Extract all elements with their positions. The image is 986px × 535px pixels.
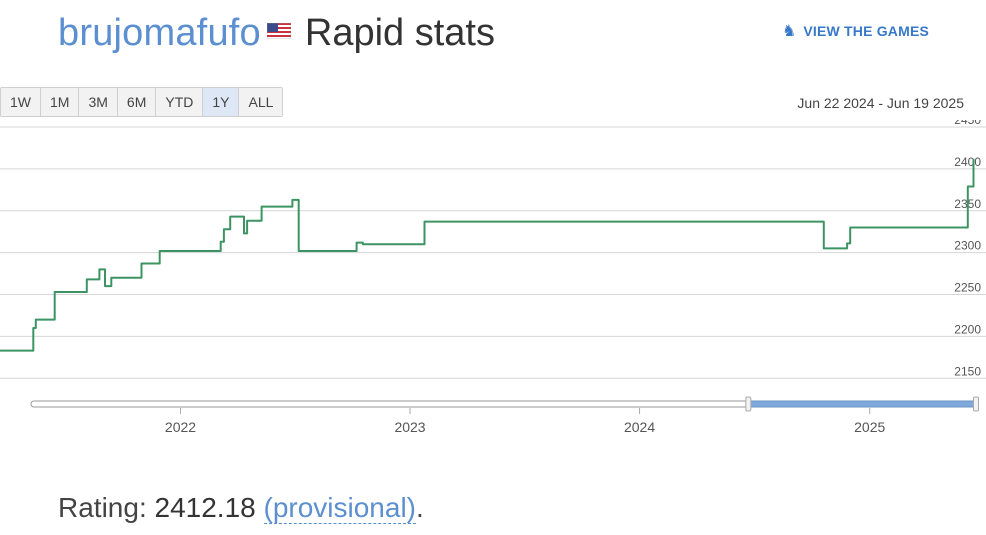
x-tick-label: 2024	[624, 419, 655, 435]
y-tick-label: 2300	[954, 239, 981, 253]
date-range-label: Jun 22 2024 - Jun 19 2025	[797, 95, 964, 111]
x-tick-label: 2023	[394, 419, 425, 435]
range-button-6m[interactable]: 6M	[117, 88, 157, 116]
x-tick-label: 2025	[854, 419, 885, 435]
y-tick-label: 2450	[954, 120, 981, 127]
navigator-handle-right	[973, 396, 979, 412]
range-button-all[interactable]: ALL	[239, 88, 283, 116]
rating-suffix: .	[416, 492, 424, 523]
view-games-label: VIEW THE GAMES	[803, 23, 930, 39]
y-tick-label: 2400	[954, 155, 981, 169]
y-tick-label: 2200	[954, 322, 981, 336]
rating-value: 2412.18	[154, 492, 256, 523]
rating-summary: Rating: 2412.18 (provisional).	[58, 492, 424, 524]
knight-icon: ♞	[782, 23, 797, 40]
range-button-ytd[interactable]: YTD	[156, 88, 204, 116]
navigator-selection	[747, 400, 977, 408]
page-title: brujomafufo Rapid stats	[58, 8, 495, 58]
us-flag-icon	[266, 22, 292, 44]
rating-series-line	[0, 158, 975, 352]
range-selector: 1W 1M 3M 6M YTD 1Y ALL	[0, 87, 284, 117]
x-tick-label: 2022	[165, 419, 196, 435]
range-button-1m[interactable]: 1M	[41, 88, 80, 116]
rating-prefix: Rating:	[58, 492, 155, 523]
y-tick-label: 2150	[954, 364, 981, 378]
view-games-button[interactable]: ♞ VIEW THE GAMES	[782, 21, 929, 41]
range-button-1w[interactable]: 1W	[1, 88, 41, 116]
stats-title: Rapid stats	[304, 11, 495, 54]
range-button-1y[interactable]: 1Y	[203, 88, 240, 116]
y-tick-label: 2250	[954, 281, 981, 295]
navigator-handle-left	[745, 396, 752, 412]
range-button-3m[interactable]: 3M	[79, 88, 118, 116]
username-link[interactable]: brujomafufo	[58, 11, 261, 54]
provisional-link[interactable]: (provisional)	[263, 492, 416, 524]
